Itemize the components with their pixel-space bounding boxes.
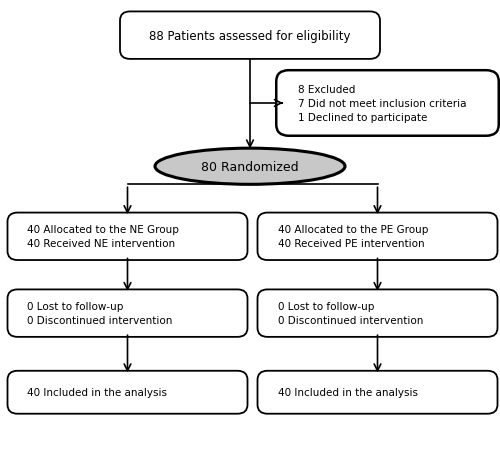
Text: 40 Included in the analysis: 40 Included in the analysis <box>278 387 418 397</box>
FancyBboxPatch shape <box>258 290 498 337</box>
Text: 40 Allocated to the PE Group
40 Received PE intervention: 40 Allocated to the PE Group 40 Received… <box>278 225 428 249</box>
FancyBboxPatch shape <box>8 371 248 414</box>
Text: 88 Patients assessed for eligibility: 88 Patients assessed for eligibility <box>149 30 351 42</box>
FancyBboxPatch shape <box>8 213 248 261</box>
Text: 40 Included in the analysis: 40 Included in the analysis <box>28 387 168 397</box>
Text: 40 Allocated to the NE Group
40 Received NE intervention: 40 Allocated to the NE Group 40 Received… <box>28 225 180 249</box>
FancyBboxPatch shape <box>258 213 498 261</box>
Text: 0 Lost to follow-up
0 Discontinued intervention: 0 Lost to follow-up 0 Discontinued inter… <box>28 301 173 326</box>
Text: 80 Randomized: 80 Randomized <box>201 161 299 173</box>
FancyBboxPatch shape <box>276 71 498 136</box>
Text: 8 Excluded
7 Did not meet inclusion criteria
1 Declined to participate: 8 Excluded 7 Did not meet inclusion crit… <box>298 85 466 123</box>
FancyBboxPatch shape <box>258 371 498 414</box>
FancyBboxPatch shape <box>8 290 248 337</box>
Ellipse shape <box>155 149 345 185</box>
Text: 0 Lost to follow-up
0 Discontinued intervention: 0 Lost to follow-up 0 Discontinued inter… <box>278 301 423 326</box>
FancyBboxPatch shape <box>120 12 380 60</box>
